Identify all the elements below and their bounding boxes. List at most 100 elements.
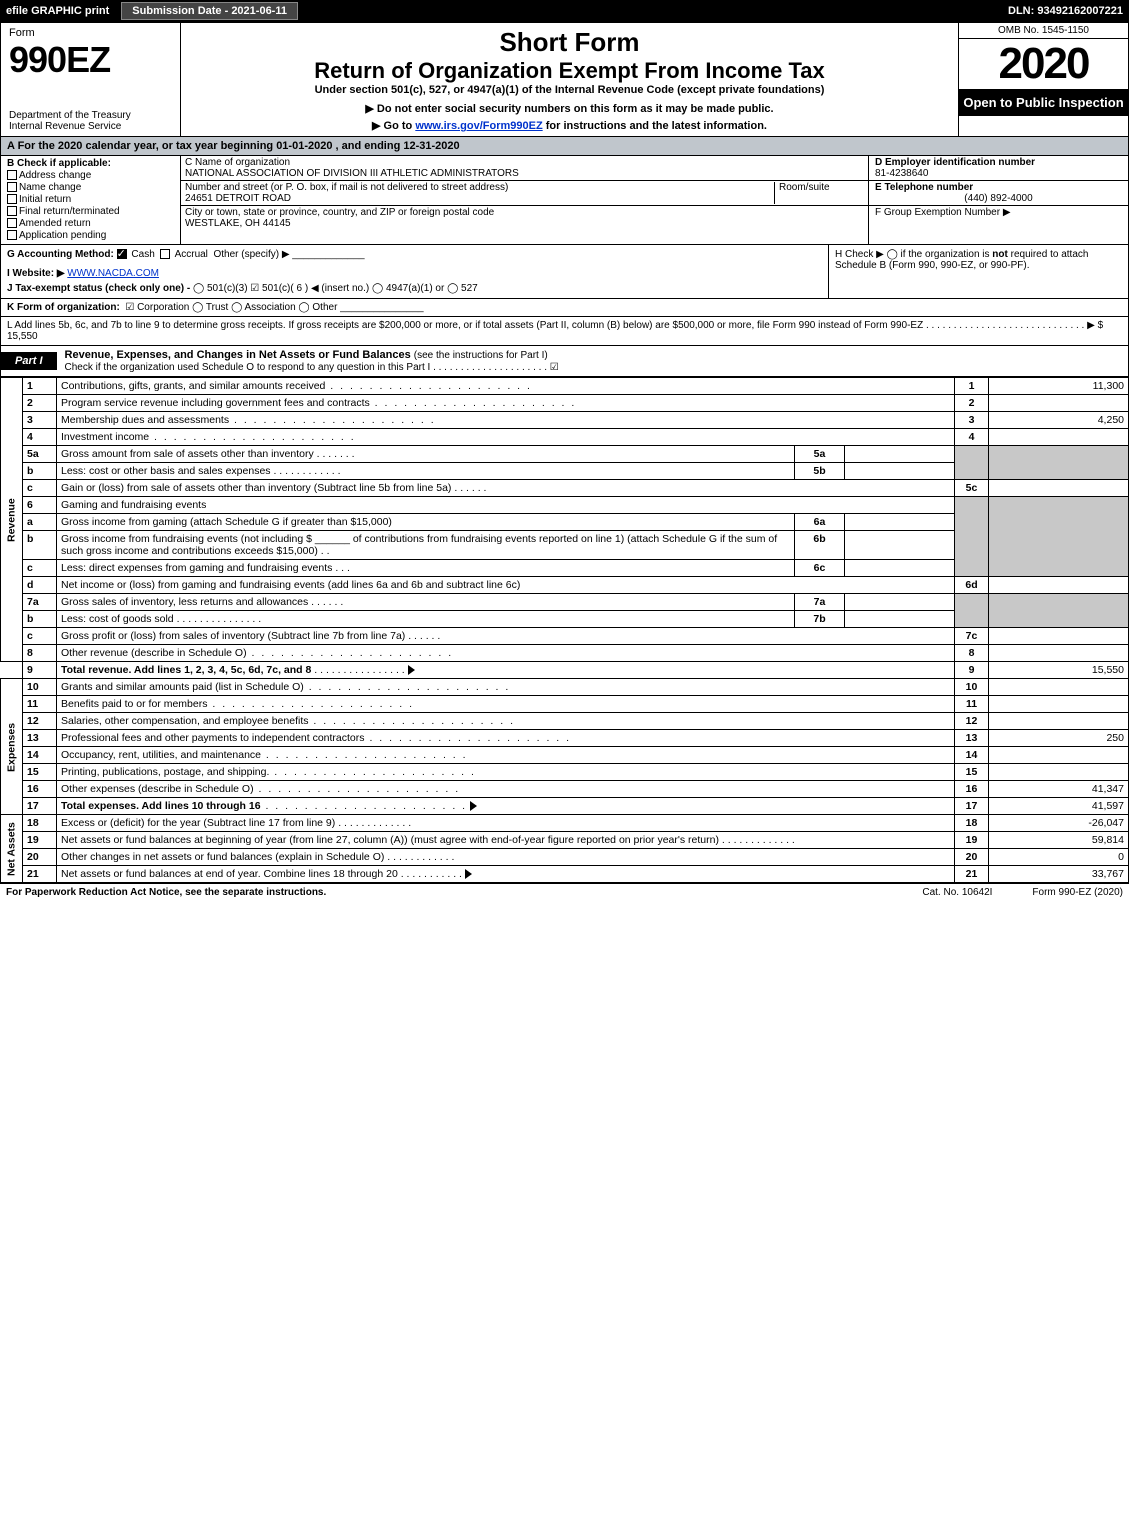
check-amended-return[interactable]: Amended return: [7, 218, 174, 229]
top-bar: efile GRAPHIC print Submission Date - 20…: [0, 0, 1129, 22]
c-city-label: City or town, state or province, country…: [185, 207, 494, 218]
part-i-header: Part I Revenue, Expenses, and Changes in…: [0, 346, 1129, 377]
line-8-desc: Other revenue (describe in Schedule O): [61, 647, 247, 659]
goto-post: for instructions and the latest informat…: [546, 120, 767, 132]
line-20-amt: 0: [989, 849, 1129, 866]
h-not: not: [992, 249, 1008, 260]
line-1-desc: Contributions, gifts, grants, and simila…: [61, 380, 325, 392]
dln: DLN: 93492162007221: [1008, 5, 1123, 17]
header-left: Form 990EZ Department of the Treasury In…: [1, 23, 181, 136]
goto-link[interactable]: www.irs.gov/Form990EZ: [415, 120, 542, 132]
part-i-table: Revenue 1 Contributions, gifts, grants, …: [0, 377, 1129, 883]
line-18-desc: Excess or (deficit) for the year (Subtra…: [61, 817, 335, 829]
g-accrual-check[interactable]: [160, 249, 170, 259]
omb-number: OMB No. 1545-1150: [959, 23, 1128, 39]
check-final-return[interactable]: Final return/terminated: [7, 206, 174, 217]
line-7b-desc: Less: cost of goods sold: [61, 613, 174, 625]
department: Department of the Treasury: [9, 110, 172, 121]
ein: 81-4238640: [875, 168, 928, 179]
e-label: E Telephone number: [875, 182, 973, 193]
header-right: OMB No. 1545-1150 2020 Open to Public In…: [958, 23, 1128, 136]
paperwork-notice: For Paperwork Reduction Act Notice, see …: [6, 887, 326, 898]
arrow-icon: [408, 665, 415, 675]
netassets-vlabel: Net Assets: [1, 815, 23, 883]
line-5b-desc: Less: cost or other basis and sales expe…: [61, 465, 271, 477]
j-options: ◯ 501(c)(3) ☑ 501(c)( 6 ) ◀ (insert no.)…: [193, 283, 478, 294]
line-6d-desc: Net income or (loss) from gaming and fun…: [61, 579, 520, 591]
row-l: L Add lines 5b, 6c, and 7b to line 9 to …: [0, 317, 1129, 346]
section-b-c-d: B Check if applicable: Address change Na…: [0, 156, 1129, 245]
line-1-amt: 11,300: [989, 378, 1129, 395]
line-3-amt: 4,250: [989, 412, 1129, 429]
line-5c-desc: Gain or (loss) from sale of assets other…: [61, 482, 451, 494]
g-label: G Accounting Method:: [7, 249, 114, 260]
org-name: NATIONAL ASSOCIATION OF DIVISION III ATH…: [185, 168, 519, 179]
arrow-icon: [465, 869, 472, 879]
line-21-amt: 33,767: [989, 866, 1129, 883]
line-9-amt: 15,550: [989, 662, 1129, 679]
under-section: Under section 501(c), 527, or 4947(a)(1)…: [185, 84, 954, 96]
check-address-change[interactable]: Address change: [7, 170, 174, 181]
part-i-sub: (see the instructions for Part I): [414, 350, 548, 361]
line-13-desc: Professional fees and other payments to …: [61, 732, 365, 744]
page-footer: For Paperwork Reduction Act Notice, see …: [0, 883, 1129, 901]
line-17-desc: Total expenses. Add lines 10 through 16: [61, 800, 261, 812]
line-20-desc: Other changes in net assets or fund bala…: [61, 851, 384, 863]
org-street: 24651 DETROIT ROAD: [185, 193, 291, 204]
col-b-header: B Check if applicable:: [7, 158, 111, 169]
phone: (440) 892-4000: [875, 193, 1122, 204]
efile-label[interactable]: efile GRAPHIC print: [6, 5, 109, 17]
part-i-title: Revenue, Expenses, and Changes in Net As…: [65, 349, 411, 361]
k-options: ☑ Corporation ◯ Trust ◯ Association ◯ Ot…: [125, 302, 337, 313]
line-16-desc: Other expenses (describe in Schedule O): [61, 783, 254, 795]
f-label: F Group Exemption Number ▶: [875, 207, 1011, 218]
header-center: Short Form Return of Organization Exempt…: [181, 23, 958, 136]
col-b: B Check if applicable: Address change Na…: [1, 156, 181, 244]
expenses-vlabel: Expenses: [1, 679, 23, 815]
row-k: K Form of organization: ☑ Corporation ◯ …: [0, 299, 1129, 317]
short-form-title: Short Form: [185, 27, 954, 58]
g-cash-check[interactable]: [117, 249, 127, 259]
part-i-check: Check if the organization used Schedule …: [65, 362, 559, 373]
line-10-desc: Grants and similar amounts paid (list in…: [61, 681, 304, 693]
irs-label: Internal Revenue Service: [9, 121, 172, 132]
line-7c-desc: Gross profit or (loss) from sales of inv…: [61, 630, 405, 642]
line-19-desc: Net assets or fund balances at beginning…: [61, 834, 719, 846]
line-7a-desc: Gross sales of inventory, less returns a…: [61, 596, 308, 608]
line-6c-desc: Less: direct expenses from gaming and fu…: [61, 562, 332, 574]
k-label: K Form of organization:: [7, 302, 120, 313]
col-c: C Name of organization NATIONAL ASSOCIAT…: [181, 156, 868, 244]
form-number: 990EZ: [9, 39, 110, 80]
return-title: Return of Organization Exempt From Incom…: [185, 58, 954, 84]
tax-year: 2020: [959, 39, 1128, 89]
line-17-amt: 41,597: [989, 798, 1129, 815]
line-4-desc: Investment income: [61, 431, 149, 443]
line-a: A For the 2020 calendar year, or tax yea…: [0, 137, 1129, 156]
room-suite-label: Room/suite: [779, 182, 830, 193]
g-other: Other (specify) ▶: [213, 249, 289, 260]
form-ref: Form 990-EZ (2020): [1032, 887, 1123, 898]
check-application-pending[interactable]: Application pending: [7, 230, 174, 241]
check-name-change[interactable]: Name change: [7, 182, 174, 193]
line-19-amt: 59,814: [989, 832, 1129, 849]
line-21-desc: Net assets or fund balances at end of ye…: [61, 868, 398, 880]
open-to-public: Open to Public Inspection: [959, 89, 1128, 116]
l-text: L Add lines 5b, 6c, and 7b to line 9 to …: [7, 320, 1103, 342]
org-city: WESTLAKE, OH 44145: [185, 218, 291, 229]
do-not-enter: ▶ Do not enter social security numbers o…: [185, 102, 954, 115]
line-5a-desc: Gross amount from sale of assets other t…: [61, 448, 314, 460]
h-box: H Check ▶ ◯ if the organization is not r…: [828, 245, 1128, 298]
h-label: H Check ▶ ◯ if the organization is: [835, 249, 992, 260]
line-6b-desc: Gross income from fundraising events (no…: [61, 533, 777, 557]
line-14-desc: Occupancy, rent, utilities, and maintena…: [61, 749, 261, 761]
line-13-amt: 250: [989, 730, 1129, 747]
submission-date: Submission Date - 2021-06-11: [121, 2, 298, 20]
goto-pre: ▶ Go to: [372, 120, 415, 132]
check-initial-return[interactable]: Initial return: [7, 194, 174, 205]
arrow-icon: [470, 801, 477, 811]
gh-left: G Accounting Method: Cash Accrual Other …: [1, 245, 828, 298]
website-link[interactable]: WWW.NACDA.COM: [67, 268, 159, 279]
revenue-vlabel: Revenue: [1, 378, 23, 662]
line-9-desc: Total revenue. Add lines 1, 2, 3, 4, 5c,…: [61, 664, 311, 676]
line-3-desc: Membership dues and assessments: [61, 414, 229, 426]
